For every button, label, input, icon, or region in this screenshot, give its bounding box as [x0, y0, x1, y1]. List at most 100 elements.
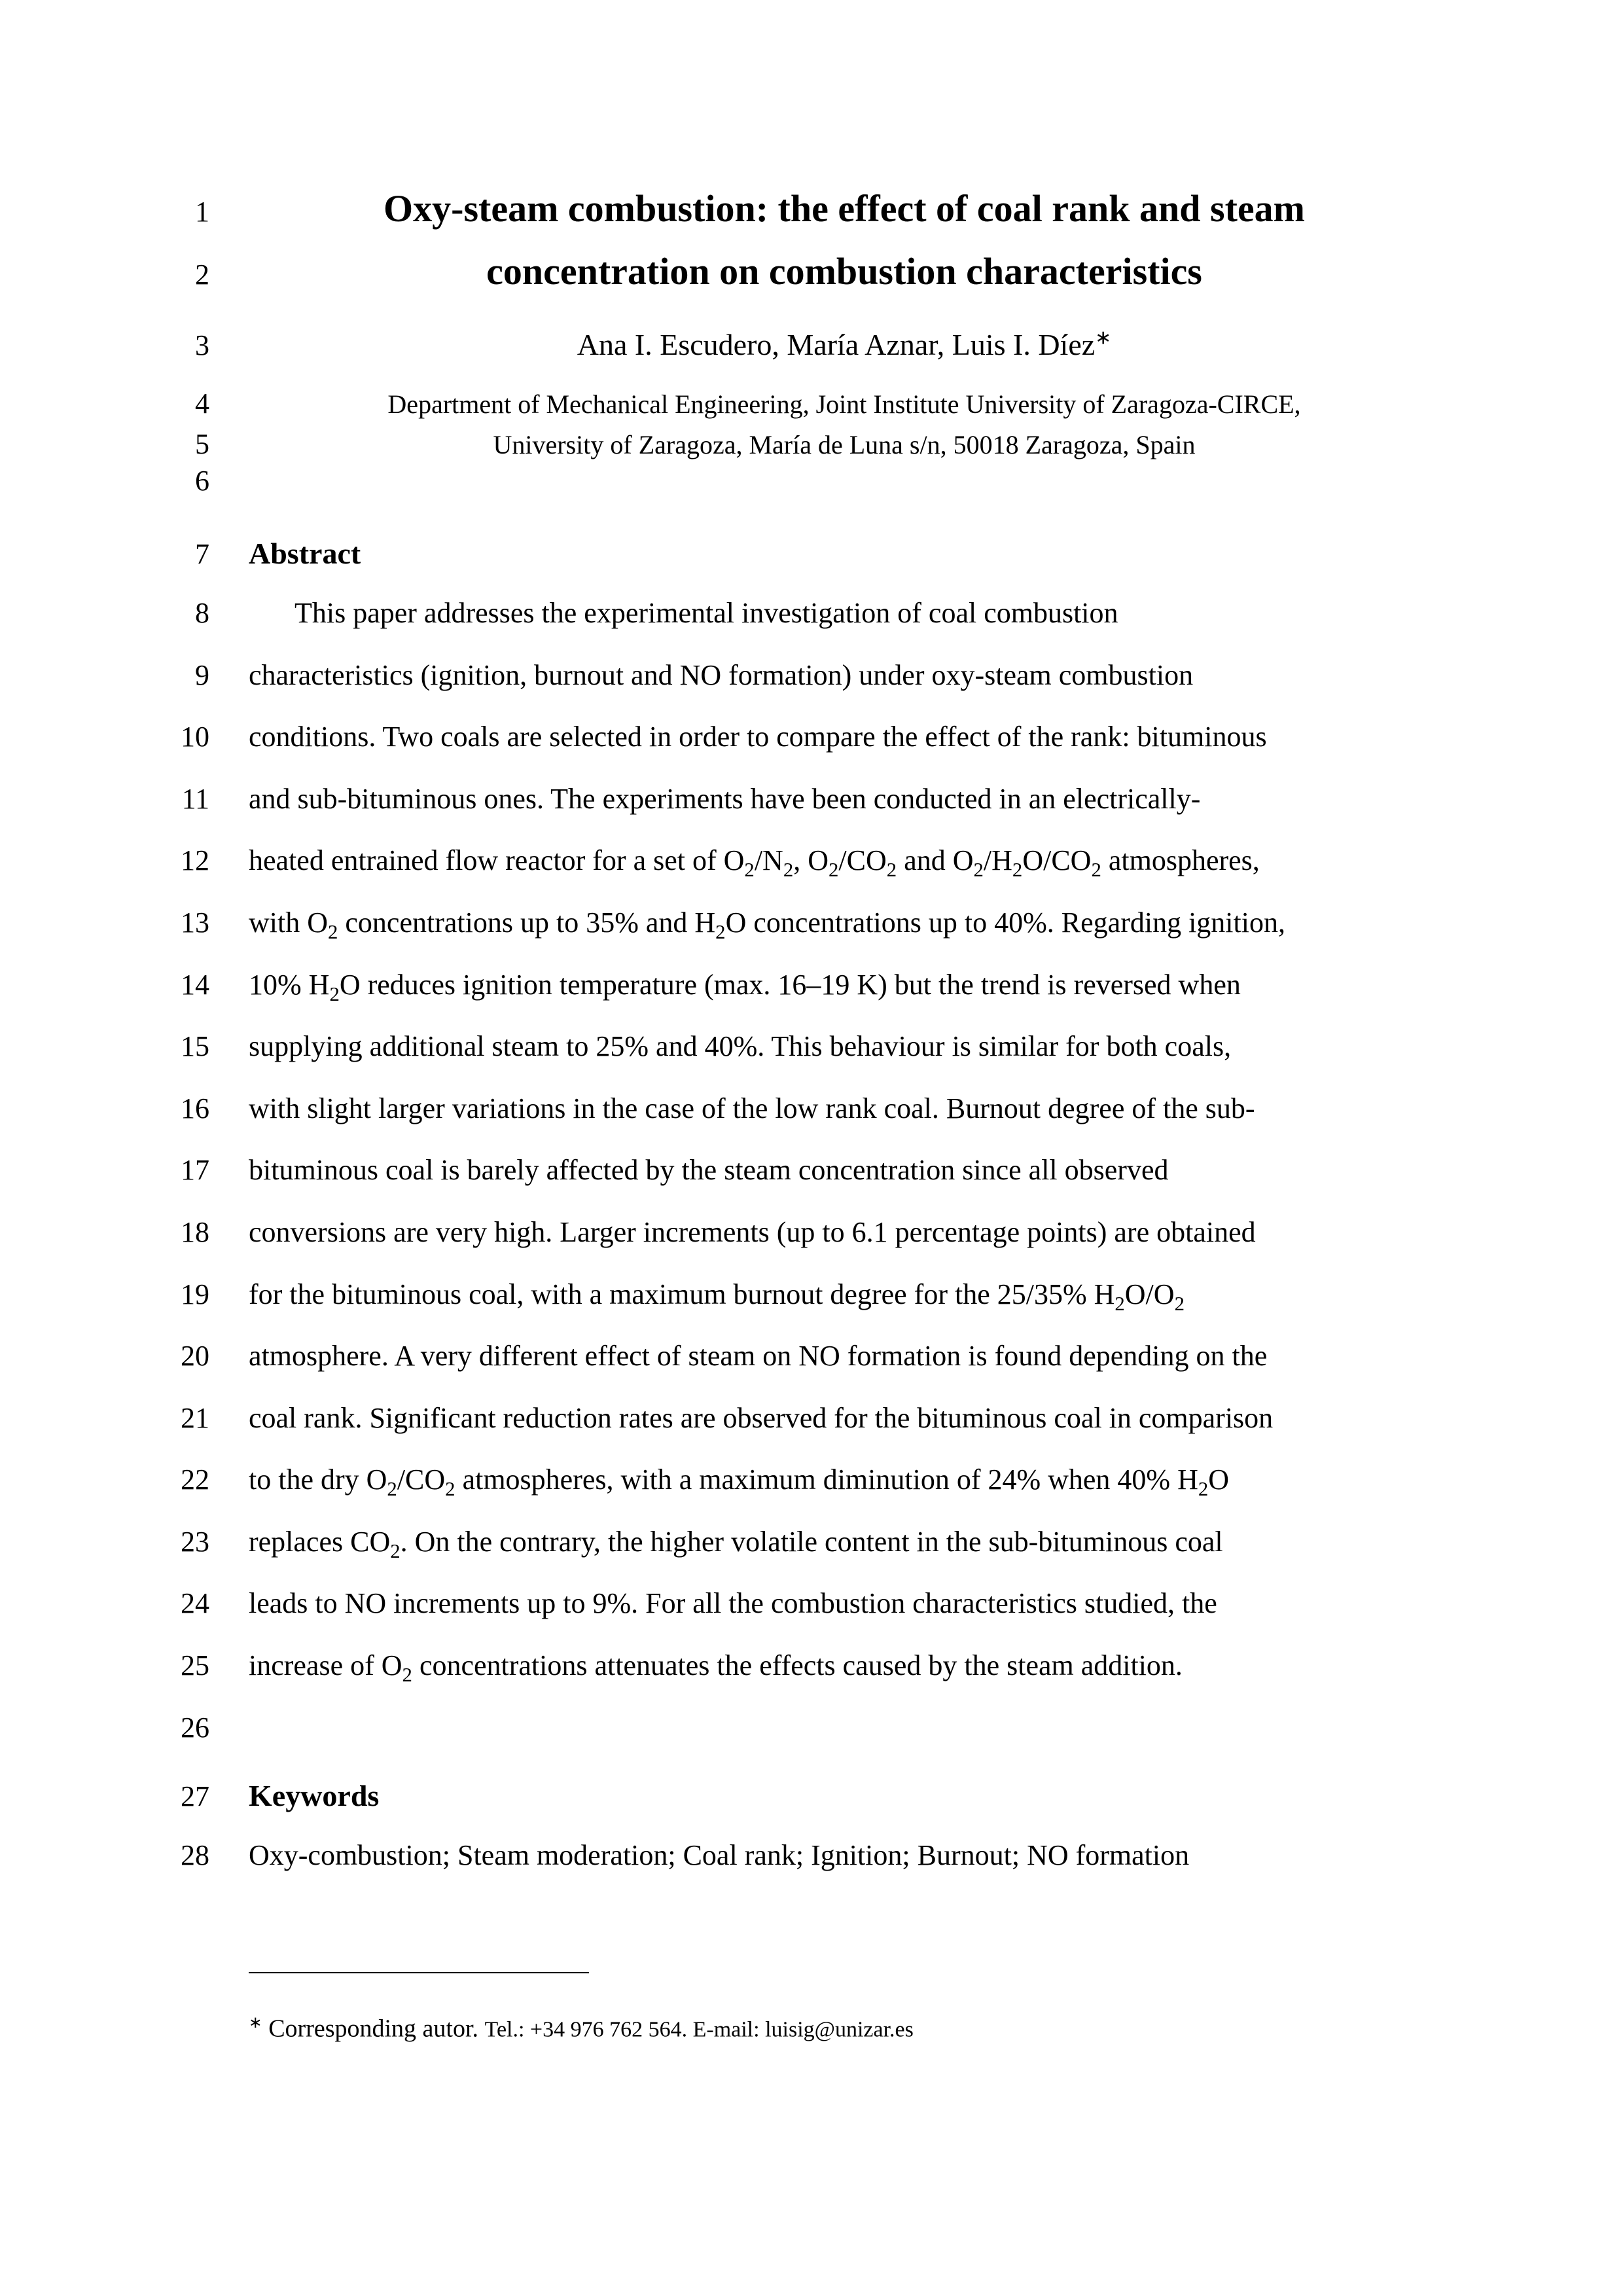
abstract-text: conditions. Two coals are selected in or… [249, 706, 1440, 768]
blank-line-26: 26 [131, 1697, 1440, 1759]
abstract-line-16: 16 with slight larger variations in the … [131, 1078, 1440, 1140]
text-frag: 10% H [249, 969, 329, 1001]
text-frag: concentrations up to 35% and H [338, 906, 715, 939]
abstract-text: heated entrained flow reactor for a set … [249, 830, 1440, 892]
text-frag: heated entrained flow reactor for a set … [249, 844, 744, 876]
abstract-heading-text: Abstract [249, 536, 361, 571]
keywords-heading-text: Keywords [249, 1778, 379, 1813]
line-number: 7 [131, 540, 249, 569]
line-number: 20 [131, 1342, 249, 1371]
line-number: 19 [131, 1280, 249, 1309]
paper-page: 1 Oxy-steam combustion: the effect of co… [0, 0, 1623, 2296]
affil-text-1: Department of Mechanical Engineering, Jo… [249, 386, 1440, 423]
abstract-line-18: 18 conversions are very high. Larger inc… [131, 1202, 1440, 1264]
line-number: 14 [131, 971, 249, 999]
abstract-text: coal rank. Significant reduction rates a… [249, 1388, 1440, 1450]
abstract-text: replaces CO2. On the contrary, the highe… [249, 1511, 1440, 1573]
line-number: 22 [131, 1465, 249, 1494]
abstract-line-9: 9 characteristics (ignition, burnout and… [131, 645, 1440, 707]
abstract-text: 10% H2O reduces ignition temperature (ma… [249, 954, 1440, 1016]
line-number: 4 [131, 389, 249, 418]
abstract-line-17: 17 bituminous coal is barely affected by… [131, 1139, 1440, 1202]
line-number: 6 [131, 467, 249, 495]
abstract-text: bituminous coal is barely affected by th… [249, 1139, 1440, 1202]
text-frag: replaces CO [249, 1526, 390, 1558]
abstract-line-19: 19 for the bituminous coal, with a maxim… [131, 1264, 1440, 1326]
blank-line-6: 6 [131, 467, 1440, 510]
line-number: 17 [131, 1156, 249, 1185]
authors-text: Ana I. Escudero, María Aznar, Luis I. Dí… [249, 324, 1440, 366]
line-number: 21 [131, 1404, 249, 1433]
text-frag: /N [755, 844, 783, 876]
abstract-body: 8 This paper addresses the experimental … [131, 583, 1440, 1759]
affil-line-1: 4 Department of Mechanical Engineering, … [131, 386, 1440, 423]
abstract-line-14: 14 10% H2O reduces ignition temperature … [131, 954, 1440, 1016]
line-number: 26 [131, 1713, 249, 1742]
affil-line-2: 5 University of Zaragoza, María de Luna … [131, 426, 1440, 464]
abstract-line-20: 20 atmosphere. A very different effect o… [131, 1325, 1440, 1388]
abstract-heading: 7 Abstract [131, 536, 1440, 571]
text-frag: O/O [1125, 1278, 1175, 1310]
abstract-text: increase of O2 concentrations attenuates… [249, 1635, 1440, 1697]
authors-line: 3 Ana I. Escudero, María Aznar, Luis I. … [131, 324, 1440, 366]
line-number: 18 [131, 1218, 249, 1247]
text-frag: O/CO [1022, 844, 1091, 876]
line-number: 24 [131, 1589, 249, 1618]
title-text-2: concentration on combustion characterist… [249, 246, 1440, 297]
abstract-line-25: 25 increase of O2 concentrations attenua… [131, 1635, 1440, 1697]
text-frag: and O [897, 844, 973, 876]
line-number: 9 [131, 661, 249, 690]
text-frag: to the dry O [249, 1463, 387, 1496]
title-text-1: Oxy-steam combustion: the effect of coal… [249, 183, 1440, 234]
line-number: 11 [131, 785, 249, 814]
abstract-text: with slight larger variations in the cas… [249, 1078, 1440, 1140]
abstract-line-15: 15 supplying additional steam to 25% and… [131, 1016, 1440, 1078]
footnote-mark: ∗ [249, 2014, 262, 2032]
footnote-mark: ∗ [1095, 327, 1111, 348]
title-line-2: 2 concentration on combustion characteri… [131, 246, 1440, 297]
abstract-text: leads to NO increments up to 9%. For all… [249, 1573, 1440, 1635]
line-number: 16 [131, 1094, 249, 1123]
line-number: 28 [131, 1841, 249, 1870]
abstract-text: and sub-bituminous ones. The experiments… [249, 768, 1440, 831]
abstract-line-10: 10 conditions. Two coals are selected in… [131, 706, 1440, 768]
line-number: 13 [131, 908, 249, 937]
text-frag: atmospheres, with a maximum diminution o… [455, 1463, 1198, 1496]
keywords-line: 28 Oxy-combustion; Steam moderation; Coa… [131, 1825, 1440, 1887]
abstract-line-8: 8 This paper addresses the experimental … [131, 583, 1440, 645]
text-frag: . On the contrary, the higher volatile c… [401, 1526, 1223, 1558]
text-frag: /CO [838, 844, 886, 876]
abstract-line-12: 12 heated entrained flow reactor for a s… [131, 830, 1440, 892]
abstract-line-23: 23 replaces CO2. On the contrary, the hi… [131, 1511, 1440, 1573]
abstract-line-24: 24 leads to NO increments up to 9%. For … [131, 1573, 1440, 1635]
text-frag: O [1208, 1463, 1229, 1496]
line-number: 5 [131, 430, 249, 459]
footnote-rule [249, 1972, 589, 1973]
text-frag: for the bituminous coal, with a maximum … [249, 1278, 1115, 1310]
line-number: 8 [131, 599, 249, 628]
abstract-line-11: 11 and sub-bituminous ones. The experime… [131, 768, 1440, 831]
text-frag: /H [984, 844, 1012, 876]
abstract-text: with O2 concentrations up to 35% and H2O… [249, 892, 1440, 954]
abstract-text: supplying additional steam to 25% and 40… [249, 1016, 1440, 1078]
line-number: 12 [131, 846, 249, 875]
line-number: 23 [131, 1528, 249, 1556]
keywords-block: 27 Keywords 28 Oxy-combustion; Steam mod… [131, 1778, 1440, 1887]
footnote-text: Corresponding autor. [262, 2015, 485, 2043]
text-frag: /CO [397, 1463, 445, 1496]
line-number: 2 [131, 260, 249, 289]
abstract-text: to the dry O2/CO2 atmospheres, with a ma… [249, 1449, 1440, 1511]
text-frag: atmospheres, [1101, 844, 1260, 876]
abstract-line-13: 13 with O2 concentrations up to 35% and … [131, 892, 1440, 954]
text-frag: , O [793, 844, 829, 876]
abstract-text: atmosphere. A very different effect of s… [249, 1325, 1440, 1388]
abstract-text: conversions are very high. Larger increm… [249, 1202, 1440, 1264]
abstract-text: characteristics (ignition, burnout and N… [249, 645, 1440, 707]
text-frag: increase of O [249, 1649, 402, 1681]
abstract-text: This paper addresses the experimental in… [249, 583, 1440, 645]
line-number: 15 [131, 1032, 249, 1061]
footnote-contact: Tel.: +34 976 762 564. E-mail: luisig@un… [485, 2018, 914, 2042]
text-frag: O reduces ignition temperature (max. 16–… [340, 969, 1241, 1001]
affil-text-2: University of Zaragoza, María de Luna s/… [249, 426, 1440, 464]
text-frag: concentrations attenuates the effects ca… [412, 1649, 1183, 1681]
